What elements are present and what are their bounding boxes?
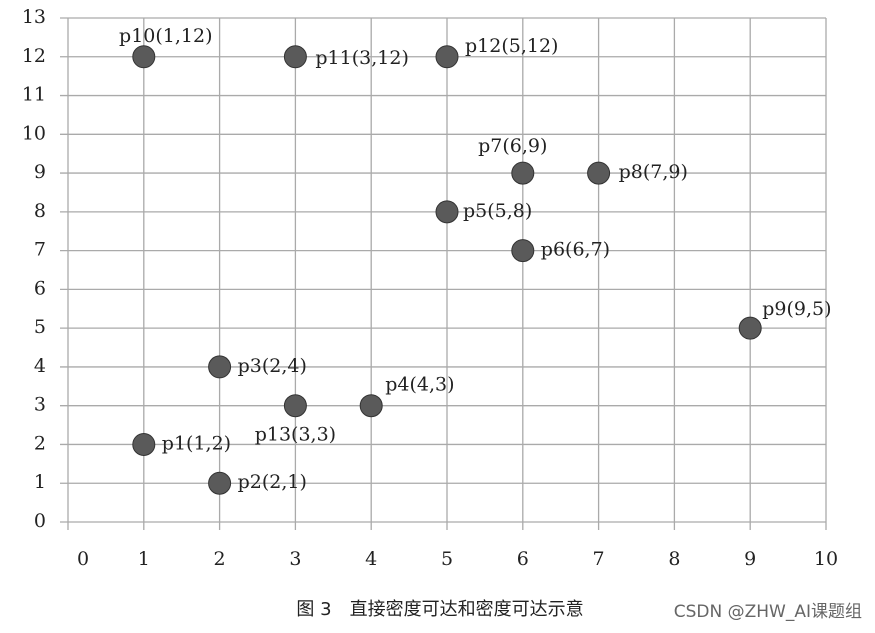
x-tick-label: 4	[365, 548, 377, 570]
x-tick-label: 1	[138, 548, 150, 570]
point-label: p1(1,2)	[162, 432, 231, 454]
y-tick-label: 7	[34, 239, 46, 261]
x-tick-label: 5	[441, 548, 453, 570]
x-tick-label: 3	[289, 548, 301, 570]
y-tick-label: 0	[34, 510, 46, 532]
point-label: p12(5,12)	[465, 35, 558, 57]
point-label: p7(6,9)	[478, 135, 547, 157]
point-label: p11(3,12)	[315, 47, 408, 69]
point	[511, 161, 535, 185]
x-tick-label: 7	[593, 548, 605, 570]
y-tick-label: 1	[34, 471, 46, 493]
y-tick-label: 3	[34, 394, 46, 416]
y-tick-label: 4	[34, 355, 46, 377]
watermark: CSDN @ZHW_AI课题组	[674, 602, 862, 622]
y-tick-label: 6	[34, 277, 46, 299]
caption: 图 3 直接密度可达和密度可达示意	[296, 599, 583, 620]
y-tick-label: 13	[22, 6, 46, 28]
x-tick-label: 2	[214, 548, 226, 570]
point	[283, 45, 307, 69]
point-label: p13(3,3)	[255, 424, 336, 446]
point-label: p4(4,3)	[385, 374, 454, 396]
point-label: p2(2,1)	[238, 471, 307, 493]
x-tick-label: 10	[814, 548, 838, 570]
point	[132, 432, 156, 456]
point	[132, 45, 156, 69]
point	[359, 394, 383, 418]
x-tick-label: 9	[744, 548, 756, 570]
x-tick-label: 8	[668, 548, 680, 570]
point-label: p3(2,4)	[238, 355, 307, 377]
y-tick-label: 12	[22, 45, 46, 67]
x-tick-label: 0	[77, 548, 89, 570]
point-label: p8(7,9)	[619, 161, 688, 183]
y-tick-label: 10	[22, 122, 46, 144]
point	[435, 200, 459, 224]
y-tick-label: 5	[34, 316, 46, 338]
point	[511, 239, 535, 263]
point	[283, 394, 307, 418]
point-label: p6(6,7)	[541, 239, 610, 261]
point-label: p9(9,5)	[762, 298, 831, 320]
y-tick-label: 11	[22, 84, 46, 106]
y-tick-label: 9	[34, 161, 46, 183]
point	[208, 471, 232, 495]
point-label: p5(5,8)	[463, 200, 532, 222]
x-tick-label: 6	[517, 548, 529, 570]
y-tick-label: 8	[34, 200, 46, 222]
point	[587, 161, 611, 185]
point-label: p10(1,12)	[119, 25, 212, 47]
y-tick-label: 2	[34, 432, 46, 454]
point	[738, 316, 762, 340]
point	[435, 45, 459, 69]
point	[208, 355, 232, 379]
